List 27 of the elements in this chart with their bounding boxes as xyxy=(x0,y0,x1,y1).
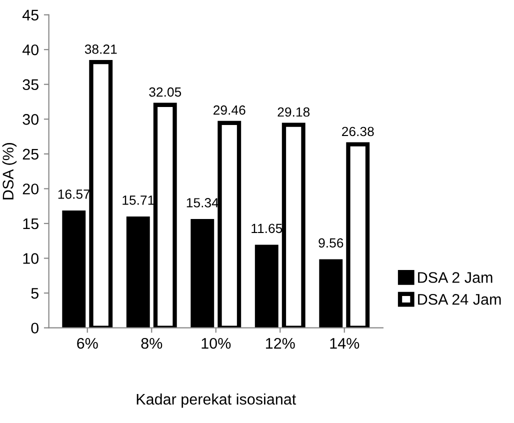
y-tick-label: 25 xyxy=(22,148,38,160)
data-label: 15.71 xyxy=(122,196,154,205)
x-tick-label: 14% xyxy=(330,338,360,349)
data-label: 11.65 xyxy=(252,224,282,234)
data-label: 29.46 xyxy=(214,105,246,115)
x-tick-label: 8% xyxy=(141,338,162,349)
y-tick-label: 30 xyxy=(22,114,39,125)
y-axis-title: DSA (%) xyxy=(2,142,17,200)
y-tick-label: 45 xyxy=(22,10,38,20)
y-tick-label: 35 xyxy=(22,79,38,90)
data-label: 9.56 xyxy=(318,238,344,248)
data-label: 26.38 xyxy=(342,126,374,136)
x-axis-title: Kadar perekat isosianat xyxy=(136,393,296,408)
data-label: 32.05 xyxy=(149,87,182,97)
y-tick-label: 20 xyxy=(22,184,39,194)
legend-label: DSA 2 Jam xyxy=(418,272,492,283)
y-tick-label: 5 xyxy=(31,288,38,299)
x-tick-label: 12% xyxy=(266,338,295,349)
y-tick-label: 0 xyxy=(31,322,39,334)
x-tick-label: 10% xyxy=(202,338,231,349)
y-tick-label: 10 xyxy=(23,253,39,264)
y-tick-label: 40 xyxy=(22,44,39,56)
legend-label: DSA 24 Jam xyxy=(418,294,501,305)
data-label: 29.18 xyxy=(278,107,310,117)
y-tick-label: 15 xyxy=(23,218,38,230)
data-label: 38.21 xyxy=(84,44,117,54)
x-tick-label: 6% xyxy=(77,338,98,349)
